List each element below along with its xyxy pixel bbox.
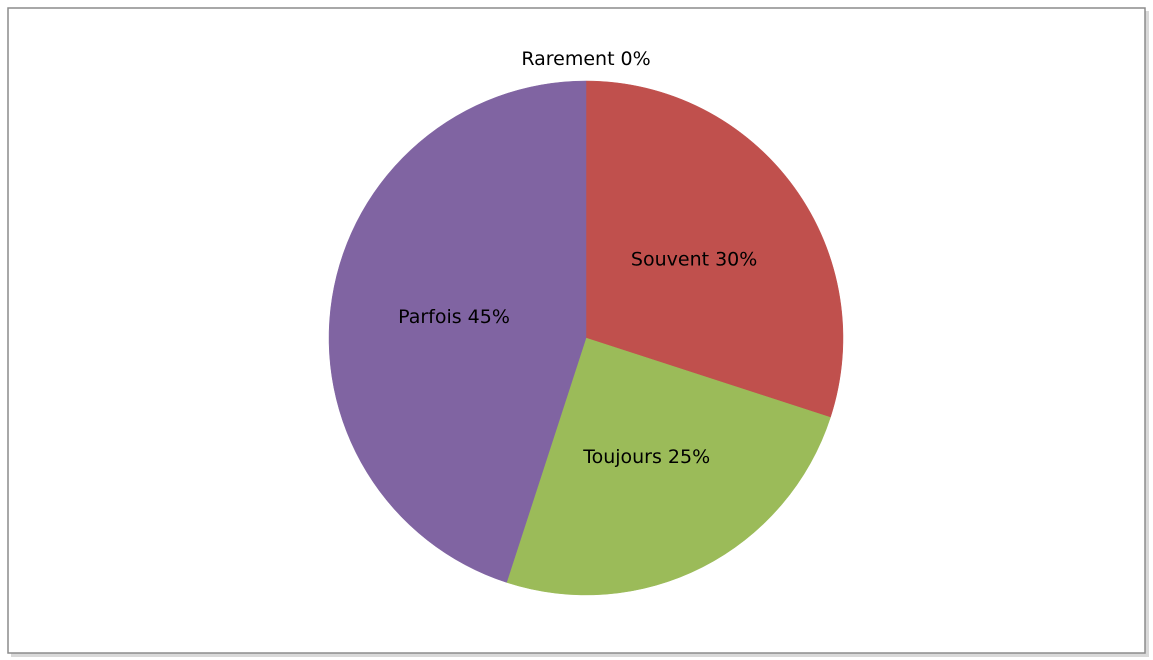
slice-value: 25%: [668, 446, 710, 468]
slice-label: Rarement 0%: [521, 48, 650, 70]
pie-slice: [585, 80, 844, 418]
pie-slice: [328, 80, 587, 583]
slice-value: 45%: [468, 306, 510, 328]
slice-value: 30%: [715, 248, 757, 270]
slice-category: Rarement: [521, 48, 614, 70]
slice-label: Souvent 30%: [631, 248, 757, 270]
slice-category: Parfois: [398, 306, 462, 328]
slice-category: Souvent: [631, 248, 709, 270]
slice-label: Toujours 25%: [582, 446, 710, 468]
pie: Rarement 0% Souvent 30% Toujours 25% Parfois 45…: [328, 48, 844, 596]
pie-slice: [506, 337, 831, 596]
slice-label: Parfois 45%: [398, 306, 510, 328]
slice-category: Toujours: [582, 446, 662, 468]
slice-value: 0%: [621, 48, 651, 70]
